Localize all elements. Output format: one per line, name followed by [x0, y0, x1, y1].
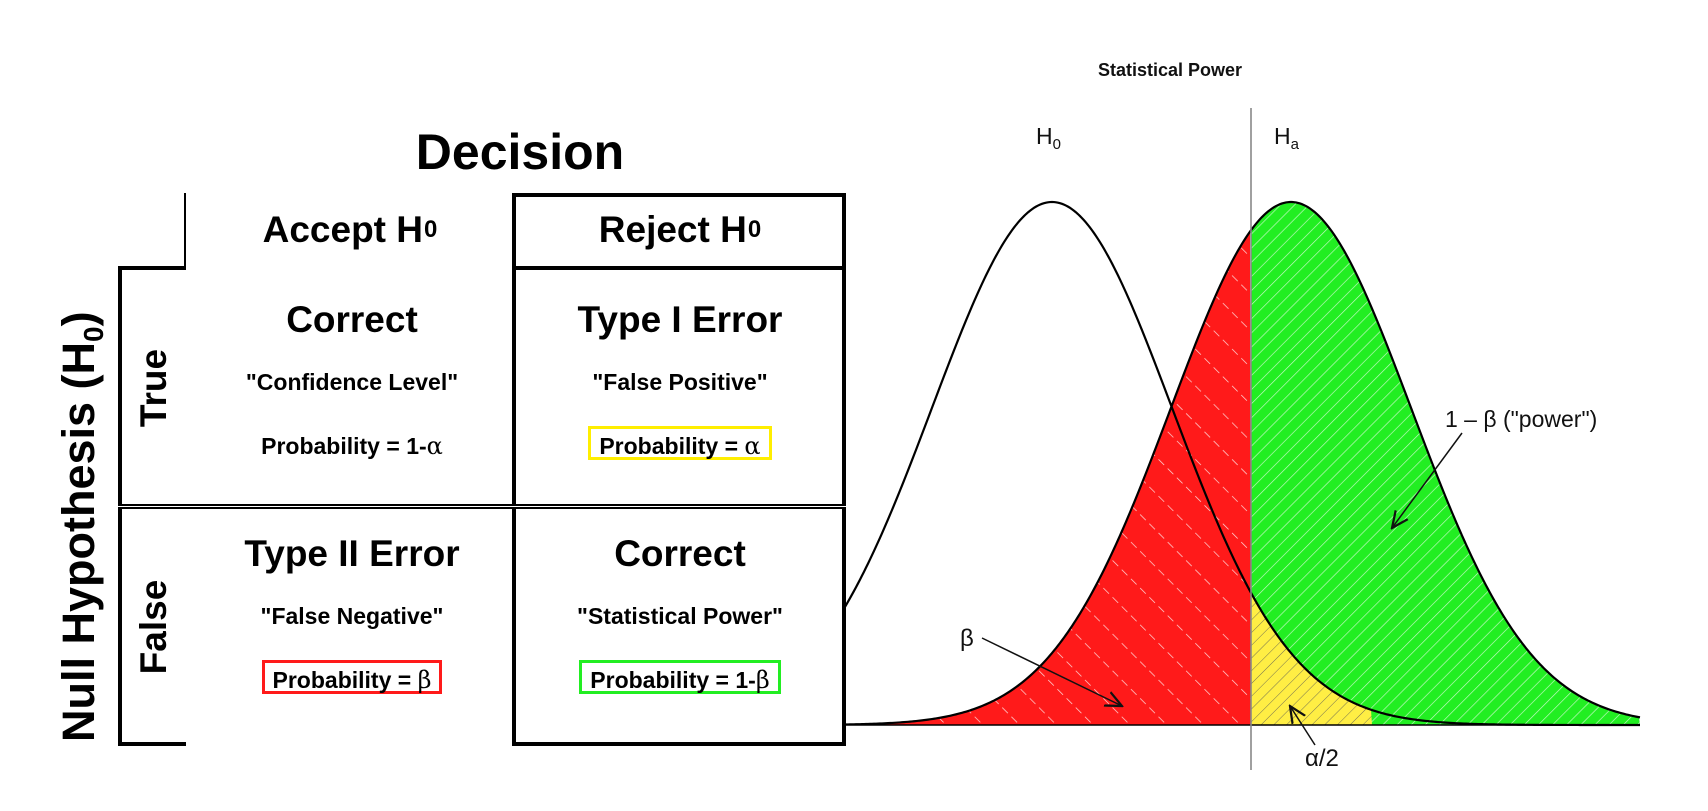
- alpha-symbol: α: [426, 432, 443, 460]
- power-arrow: [1392, 432, 1463, 528]
- null-hypothesis-axis-label: Null Hypothesis (H0): [30, 0, 110, 806]
- cell-true-accept: Correct "Confidence Level" Probability =…: [190, 268, 514, 460]
- cell-false-accept: Type II Error "False Negative" Probabili…: [190, 502, 514, 694]
- probability-text: Probability = 1-α: [261, 432, 443, 460]
- beta-arrow: [981, 637, 1122, 706]
- chart-title: Statistical Power: [1098, 60, 1242, 80]
- cell-true-reject: Type I Error "False Positive" Probabilit…: [518, 268, 842, 460]
- row-divider: [118, 504, 846, 509]
- row-label-divider: [118, 266, 190, 508]
- cell-quote: "Statistical Power": [577, 603, 783, 629]
- row-label-false: False: [120, 509, 186, 744]
- h0-curve-label: H0: [1036, 123, 1061, 153]
- cell-title: Type II Error: [244, 533, 460, 574]
- alpha-region-hatch: [1251, 592, 1372, 725]
- power-region-hatch: [1251, 202, 1640, 725]
- cell-false-reject: Correct "Statistical Power" Probability …: [518, 502, 842, 694]
- svg-text:Null Hypothesis (H0): Null Hypothesis (H0): [53, 311, 109, 742]
- cell-title: Correct: [614, 533, 746, 574]
- type2-probability-box: Probability = β: [261, 660, 443, 694]
- power-label: 1 – β ("power"): [1445, 406, 1597, 432]
- cell-quote: "False Positive": [592, 369, 768, 395]
- cell-title: Correct: [286, 299, 418, 340]
- svg-text:False: False: [133, 580, 174, 675]
- beta-symbol: β: [417, 666, 432, 694]
- alpha-arrow: [1290, 706, 1316, 746]
- alpha-half-label: α/2: [1305, 745, 1339, 772]
- alpha-symbol: α: [744, 432, 761, 460]
- ha-distribution-curve: [841, 200, 1641, 726]
- beta-symbol: β: [755, 666, 770, 694]
- column-divider: [186, 193, 516, 746]
- cell-quote: "False Negative": [260, 603, 444, 629]
- svg-text:True: True: [133, 349, 174, 427]
- power-probability-box: Probability = 1-β: [579, 660, 781, 694]
- type1-probability-box: Probability = α: [588, 426, 772, 460]
- decision-title: Decision: [415, 124, 625, 180]
- beta-region-hatch: [842, 231, 1251, 725]
- row-label-true: True: [120, 270, 186, 506]
- ha-curve-label: Ha: [1274, 123, 1300, 153]
- cell-quote: "Confidence Level": [245, 369, 459, 395]
- cell-title: Type I Error: [577, 299, 783, 340]
- beta-label: β: [960, 625, 974, 652]
